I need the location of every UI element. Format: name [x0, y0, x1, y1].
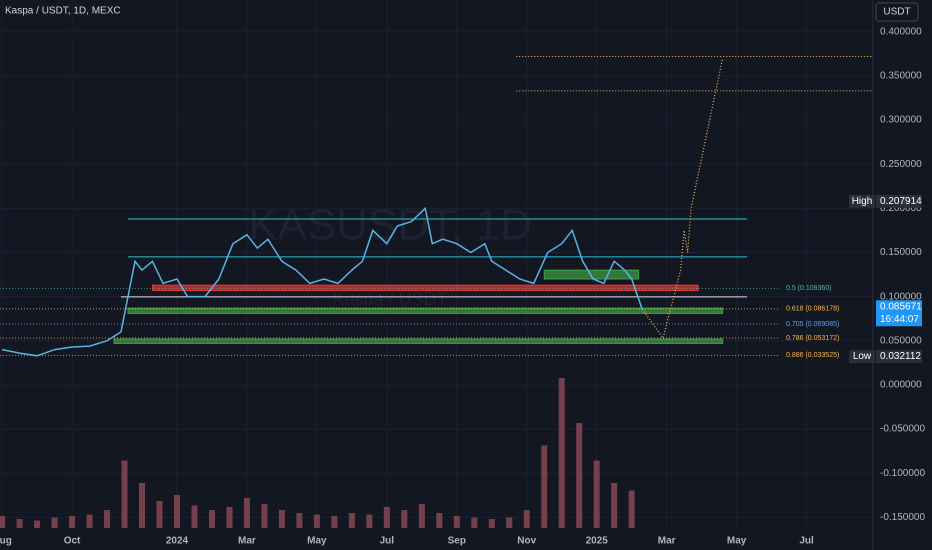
x-tick-label: 2024 — [166, 536, 189, 547]
volume-bar — [156, 501, 163, 528]
volume-bar — [51, 517, 58, 528]
volume-bar — [16, 519, 23, 528]
volume-bar — [471, 517, 478, 528]
volume-bar — [418, 504, 425, 528]
chart-title: Kaspa / USDT, 1D, MEXC — [5, 6, 121, 17]
y-tick-label: 0.200000 — [880, 203, 922, 214]
volume-bar — [226, 507, 233, 528]
price-tag-value: 0.207914 — [880, 196, 922, 207]
currency-button-label[interactable]: USDT — [883, 7, 910, 18]
price-tag-value: 0.032112 — [880, 351, 921, 362]
fib-label: 0.886 (0.033525) — [786, 352, 839, 359]
x-tick-label: May — [307, 536, 327, 547]
volume-bar — [86, 514, 93, 528]
y-tick-label: 0.000000 — [880, 380, 922, 391]
price-axis — [873, 0, 932, 550]
price-tag-value: 0.085671 — [880, 301, 922, 312]
volume-bar — [611, 483, 618, 528]
price-tag-countdown: 16:44:07 — [880, 314, 919, 325]
volume-bar — [191, 505, 198, 528]
fib-label: 0.618 (0.086178) — [786, 306, 839, 313]
volume-bar — [576, 423, 583, 528]
y-tick-label: -0.050000 — [880, 424, 925, 435]
zone — [543, 269, 640, 280]
volume-bar — [173, 495, 180, 528]
volume-bar — [121, 460, 128, 528]
zone — [113, 338, 724, 344]
fib-label: 0.5 (0.109360) — [786, 285, 832, 292]
volume-bar — [104, 510, 111, 528]
price-tag — [876, 350, 922, 364]
x-tick-label: Nov — [517, 536, 536, 547]
x-tick-label: Jul — [380, 536, 395, 547]
x-tick-label: 2025 — [586, 536, 609, 547]
price-tag-label-box — [849, 350, 875, 364]
y-tick-label: 0.250000 — [880, 159, 922, 170]
y-tick-label: 0.050000 — [880, 335, 922, 346]
volume-bar — [366, 514, 373, 528]
x-tick-label: Jul — [799, 536, 814, 547]
volume-bar — [541, 445, 548, 528]
volume-bar — [628, 490, 635, 528]
volume-bar — [261, 504, 268, 528]
volume-bar — [383, 507, 390, 528]
y-tick-label: 0.350000 — [880, 71, 922, 82]
volume-bar — [278, 510, 285, 528]
volume-bar — [523, 510, 530, 528]
zone — [151, 284, 699, 291]
x-tick-label: Mar — [658, 536, 676, 547]
volume-bar — [243, 498, 250, 528]
x-tick-label: Sep — [448, 536, 466, 547]
y-tick-label: 0.100000 — [880, 291, 922, 302]
price-tag-label: High — [852, 196, 873, 207]
volume-bar — [69, 516, 76, 528]
volume-bar — [348, 513, 355, 528]
x-tick-label: Aug — [0, 536, 12, 547]
volume-bar — [208, 510, 215, 528]
volume-bar — [296, 513, 303, 528]
volume-bar — [558, 378, 565, 528]
price-tag-label-box — [849, 194, 875, 208]
volume-bar — [488, 519, 495, 528]
price-line — [1, 206, 643, 357]
volume-bar — [401, 510, 408, 528]
volume-bar — [506, 517, 513, 528]
volume-bar — [436, 513, 443, 528]
volume-bar — [331, 516, 338, 528]
y-tick-label: 0.400000 — [880, 26, 922, 37]
x-tick-label: May — [727, 536, 747, 547]
fib-label: 0.786 (0.053172) — [786, 335, 839, 342]
volume-bar — [0, 516, 6, 528]
zone — [127, 307, 724, 314]
volume-bar — [139, 483, 146, 528]
y-tick-label: 0.300000 — [880, 115, 922, 126]
fib-label: 0.705 (0.069085) — [786, 321, 839, 328]
y-tick-label: -0.100000 — [880, 468, 925, 479]
price-tag — [876, 300, 922, 327]
y-tick-label: 0.150000 — [880, 247, 922, 258]
y-tick-label: -0.150000 — [880, 512, 925, 523]
price-tag — [876, 194, 922, 208]
volume-bar — [593, 460, 600, 528]
volume-bar — [313, 514, 320, 528]
currency-button[interactable] — [875, 2, 919, 22]
x-tick-label: Oct — [64, 536, 81, 547]
price-tag-label: Low — [853, 351, 872, 362]
watermark-sub: Kaspa / USDT — [332, 289, 447, 309]
volume-bar — [453, 516, 460, 528]
volume-bar — [34, 520, 41, 528]
x-tick-label: Mar — [238, 536, 256, 547]
